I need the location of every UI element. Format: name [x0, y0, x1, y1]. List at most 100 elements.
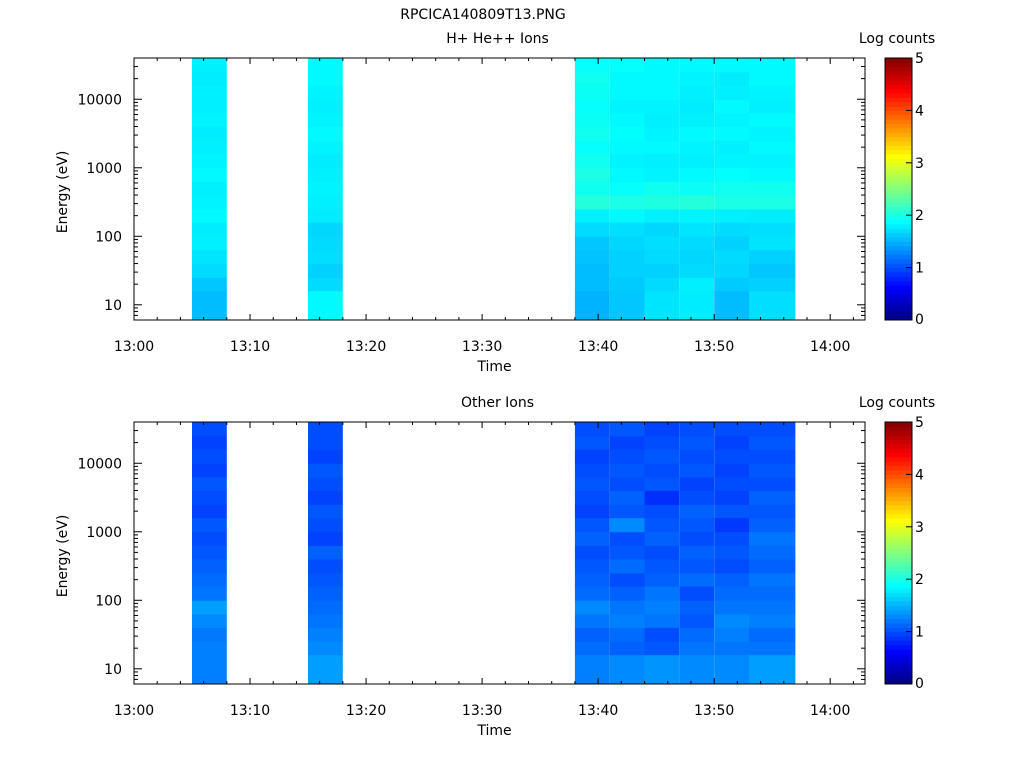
colorbar-segment: [885, 110, 912, 116]
colorbar-frame: [884, 421, 913, 685]
heatmap-cell: [749, 236, 796, 251]
heatmap-cell: [714, 167, 749, 182]
colorbar-segment: [885, 483, 912, 488]
colorbar-segment: [885, 302, 912, 308]
heatmap-cell: [308, 668, 343, 685]
x-tick-label: 13:50: [694, 339, 734, 355]
heatmap-cell: [644, 490, 680, 505]
heatmap-cell: [308, 126, 343, 141]
heatmap-cell: [609, 545, 645, 560]
colorbar-segment: [885, 491, 912, 497]
heatmap-cell: [644, 277, 680, 292]
heatmap-cell: [574, 600, 610, 615]
colorbar-segment: [885, 679, 912, 685]
heatmap-cell: [644, 250, 680, 264]
heatmap-cell: [644, 153, 680, 169]
heatmap-cell: [609, 654, 645, 670]
heatmap-cell: [644, 436, 680, 450]
colorbar-segment: [885, 465, 912, 471]
heatmap-cell: [679, 573, 715, 587]
heatmap-cell: [574, 422, 610, 437]
heatmap-cell: [192, 58, 227, 73]
colorbar-segment: [885, 587, 912, 593]
colorbar-segment: [885, 84, 912, 90]
heatmap-cell: [749, 436, 796, 450]
heatmap-cell: [574, 290, 610, 306]
heatmap-cell: [574, 126, 610, 141]
colorbar-segment: [885, 557, 912, 563]
heatmap-cell: [574, 654, 610, 670]
heatmap-cell: [192, 668, 227, 685]
heatmap-cell: [308, 85, 343, 100]
x-tick-label: 13:30: [462, 339, 502, 355]
heatmap-cell: [714, 290, 749, 306]
heatmap-cell: [714, 277, 749, 292]
heatmap-cell: [714, 126, 749, 141]
heatmap-cell: [609, 167, 645, 182]
colorbar-segment: [885, 311, 912, 317]
heatmap-cell: [679, 463, 715, 478]
colorbar-segment: [885, 154, 912, 159]
colorbar-segment: [885, 167, 912, 173]
colorbar-segment: [885, 245, 912, 251]
y-tick-label: 10: [104, 662, 122, 678]
panel-title: Other Ions: [461, 395, 534, 411]
heatmap-cell: [574, 449, 610, 464]
panels-layer: 13:00 13:10 13:20 13:30 13:40 13:50 14:0010100…: [55, 31, 935, 739]
colorbar-segment: [885, 219, 912, 225]
heatmap-cell: [644, 573, 680, 587]
colorbar-segment: [885, 452, 912, 458]
heatmap-cell: [308, 490, 343, 505]
heatmap-cell: [609, 140, 645, 155]
colorbar-segment: [885, 132, 912, 138]
colorbar-segment: [885, 271, 912, 277]
heatmap-cell: [609, 222, 645, 237]
heatmap-cell: [714, 304, 749, 321]
colorbar-segment: [885, 97, 912, 103]
heatmap-cell: [749, 449, 796, 464]
x-axis-label: Time: [476, 723, 511, 739]
heatmap-cell: [574, 153, 610, 169]
heatmap-cell: [749, 72, 796, 86]
heatmap-cell: [609, 181, 645, 196]
heatmap-cell: [749, 545, 796, 560]
heatmap-cell: [749, 517, 796, 533]
colorbar-segment: [885, 285, 912, 290]
y-tick-label: 1000: [86, 525, 122, 541]
heatmap-cell: [574, 113, 610, 127]
colorbar-tick-label: 2: [915, 572, 924, 588]
colorbar-segment: [885, 293, 912, 299]
colorbar-segment: [885, 193, 912, 199]
heatmap-cell: [679, 209, 715, 223]
colorbar-segment: [885, 439, 912, 445]
heatmap-cell: [749, 263, 796, 278]
heatmap-cell: [644, 668, 680, 685]
colorbar-segment: [885, 470, 912, 475]
heatmap-cell: [609, 290, 645, 306]
heatmap-cell: [679, 126, 715, 141]
heatmap-cell: [609, 614, 645, 628]
heatmap-cell: [679, 477, 715, 491]
heatmap-cell: [609, 277, 645, 292]
heatmap-cell: [644, 99, 680, 114]
heatmap-cell: [679, 586, 715, 601]
colorbar-segment: [885, 202, 912, 207]
colorbar-frame: [884, 57, 913, 321]
colorbar-segment: [885, 657, 912, 663]
heatmap-cell: [308, 250, 343, 264]
heatmap-cell: [749, 654, 796, 670]
heatmap-cell: [574, 463, 610, 478]
heatmap-cell: [192, 126, 227, 141]
heatmap-cell: [192, 490, 227, 505]
heatmap-cell: [644, 614, 680, 628]
colorbar-segment: [885, 474, 912, 480]
heatmap-cell: [609, 463, 645, 478]
colorbar-segment: [885, 162, 912, 168]
heatmap-cell: [749, 153, 796, 169]
colorbar-segment: [885, 649, 912, 654]
heatmap-cell: [308, 449, 343, 464]
heatmap-cells: [192, 58, 796, 321]
y-tick-label: 100: [95, 593, 122, 609]
heatmap-cell: [714, 436, 749, 450]
colorbar-segment: [885, 136, 912, 142]
